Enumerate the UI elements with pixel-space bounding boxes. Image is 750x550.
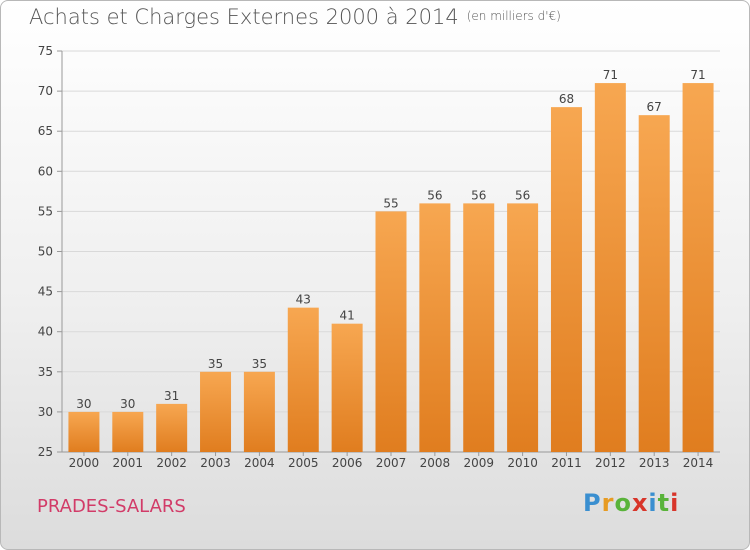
y-tick-label: 40 (38, 325, 53, 339)
data-label: 56 (427, 188, 442, 202)
bar (331, 323, 363, 452)
data-label: 55 (383, 196, 398, 210)
x-tick-label: 2006 (332, 456, 363, 470)
x-tick-label: 2001 (113, 456, 144, 470)
logo-letter: x (631, 489, 649, 517)
logo-letter: i (670, 489, 680, 517)
x-tick-label: 2010 (507, 456, 538, 470)
x-tick-labels: 2000 2001 2002 2003 2004 2005 2006 2007 2008 2009… (69, 456, 714, 470)
place-name: PRADES-SALARS (37, 496, 186, 517)
y-tick-labels: 25 30 35 40 45 50 55 60 65 70 75 (38, 44, 53, 459)
data-label: 56 (471, 188, 486, 202)
proxiti-logo: Proxiti (583, 489, 679, 517)
x-tick-label: 2008 (420, 456, 451, 470)
data-label: 30 (120, 397, 135, 411)
bar (112, 411, 144, 452)
bar (243, 371, 275, 452)
logo-letter: t (657, 489, 671, 517)
bar (682, 83, 714, 452)
y-tick-label: 25 (38, 445, 53, 459)
x-tick-label: 2012 (595, 456, 626, 470)
data-label: 30 (76, 397, 91, 411)
bars (68, 83, 714, 452)
data-label: 41 (339, 309, 354, 323)
data-label: 71 (603, 68, 618, 82)
data-label: 43 (296, 293, 311, 307)
logo-letter: r (601, 489, 615, 517)
bar (463, 203, 495, 452)
bar (200, 371, 232, 452)
x-tick-label: 2007 (376, 456, 407, 470)
y-tick-label: 75 (38, 44, 53, 58)
data-label: 35 (208, 357, 223, 371)
y-tick-label: 65 (38, 124, 53, 138)
bar (156, 403, 188, 452)
x-tick-label: 2005 (288, 456, 319, 470)
x-tick-label: 2009 (463, 456, 494, 470)
bar (287, 307, 319, 452)
chart-title-text: Achats et Charges Externes 2000 à 2014 (29, 5, 459, 29)
bar (638, 115, 670, 452)
bar (594, 83, 626, 452)
data-label: 68 (559, 92, 574, 106)
chart-title: Achats et Charges Externes 2000 à 2014 (e… (29, 5, 561, 29)
data-label: 31 (164, 389, 179, 403)
x-tick-label: 2013 (639, 456, 670, 470)
chart-subtitle: (en milliers d'€) (466, 9, 561, 23)
data-label: 71 (690, 68, 705, 82)
data-labels: 30 30 31 35 35 43 41 55 56 56 56 68 71 67 71 (76, 68, 705, 411)
y-tick-label: 50 (38, 245, 53, 259)
logo-letter: P (583, 489, 602, 517)
y-tick-label: 45 (38, 285, 53, 299)
bar (68, 411, 100, 452)
bar (507, 203, 539, 452)
data-label: 67 (647, 100, 662, 114)
bar (375, 211, 407, 452)
y-tick-label: 60 (38, 164, 53, 178)
x-tick-label: 2003 (200, 456, 231, 470)
y-tick-label: 30 (38, 405, 53, 419)
x-tick-label: 2011 (551, 456, 582, 470)
x-tick-label: 2014 (683, 456, 714, 470)
bar (419, 203, 451, 452)
x-tick-label: 2000 (69, 456, 100, 470)
logo-letter: i (648, 489, 658, 517)
y-tick-label: 35 (38, 365, 53, 379)
y-tick-label: 70 (38, 84, 53, 98)
logo-letter: o (614, 489, 632, 517)
x-tick-label: 2004 (244, 456, 275, 470)
bar (550, 107, 582, 452)
x-tick-label: 2002 (156, 456, 187, 470)
data-label: 56 (515, 188, 530, 202)
y-tick-label: 55 (38, 204, 53, 218)
data-label: 35 (252, 357, 267, 371)
